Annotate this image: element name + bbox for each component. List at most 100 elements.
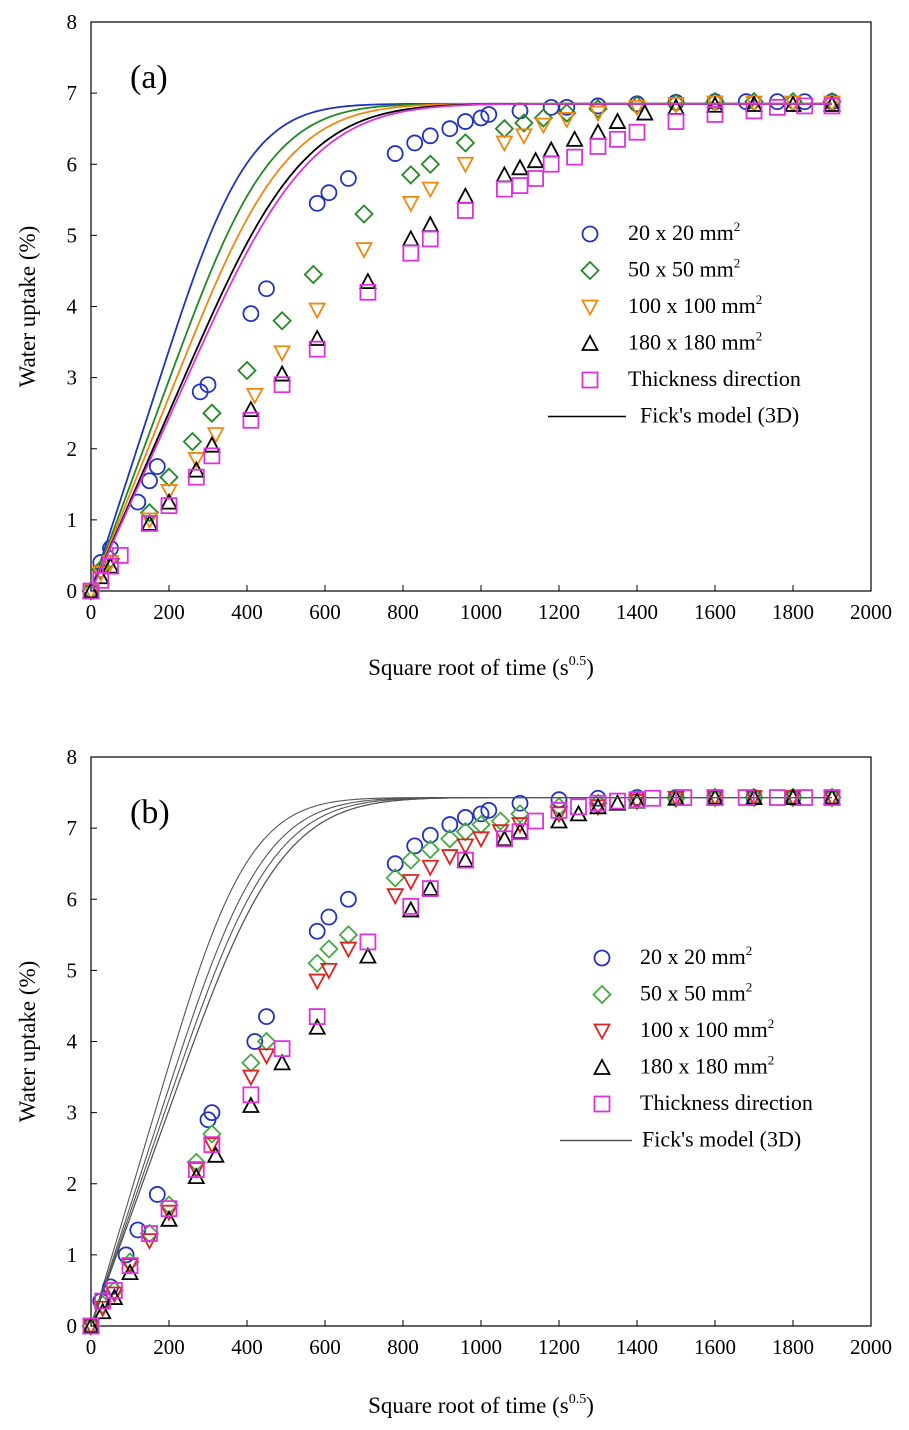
data-point (421, 859, 440, 877)
legend-label-text: Thickness direction (640, 1090, 813, 1115)
data-point (480, 106, 498, 123)
data-point (202, 1124, 222, 1144)
data-point (101, 556, 120, 574)
panel-label: (b) (130, 794, 170, 831)
data-point (471, 831, 491, 849)
y-tick-label: 4 (67, 295, 78, 319)
data-point (769, 98, 786, 116)
y-axis-label: Water uptake (%) (15, 226, 40, 388)
x-tick-label: 0 (86, 600, 97, 624)
data-point (139, 1223, 160, 1244)
data-point (139, 502, 160, 523)
legend-label: Thickness direction (640, 1090, 813, 1115)
data-point (307, 953, 327, 974)
series-4 (82, 97, 841, 600)
data-point (148, 458, 166, 475)
data-point (121, 1257, 139, 1274)
data-point (565, 129, 584, 147)
data-point (542, 155, 560, 173)
legend-label: 50 x 50 mm2 (628, 256, 740, 282)
data-point (588, 797, 608, 815)
data-point (706, 789, 724, 806)
data-point (549, 811, 569, 829)
data-point (557, 103, 577, 123)
legend-marker (581, 225, 599, 243)
legend-label-sup: 2 (746, 943, 753, 958)
data-point (117, 1246, 135, 1264)
data-point (203, 1136, 221, 1154)
data-point (242, 305, 260, 323)
data-point (386, 855, 404, 873)
data-point (495, 829, 514, 847)
y-tick-label: 0 (67, 579, 78, 603)
data-point (241, 400, 260, 418)
data-point (511, 794, 529, 812)
data-point (242, 411, 260, 429)
data-point (472, 805, 490, 823)
x-tick-label: 2000 (850, 1335, 892, 1359)
data-point (440, 849, 459, 866)
data-point (495, 165, 514, 183)
legend-label-text: 20 x 20 mm (640, 944, 746, 969)
y-tick-label: 5 (67, 958, 78, 982)
legend-label: 180 x 180 mm2 (628, 329, 762, 355)
data-point (140, 512, 159, 530)
legend-marker (581, 371, 599, 389)
x-tick-label: 400 (231, 1335, 263, 1359)
x-tick-label: 200 (153, 600, 185, 624)
legend-marker (580, 260, 600, 281)
data-point (558, 98, 576, 116)
data-point (120, 1258, 140, 1275)
data-point (456, 202, 474, 219)
data-point (823, 789, 841, 806)
data-point (550, 801, 568, 819)
y-tick-label: 4 (67, 1030, 78, 1054)
data-point (199, 376, 217, 394)
data-point (549, 806, 569, 824)
x-axis-label-end: ) (586, 1393, 594, 1418)
data-point (823, 97, 841, 115)
data-point (303, 264, 324, 285)
data-point (441, 816, 459, 833)
data-point (534, 117, 553, 135)
data-point (241, 1069, 260, 1087)
data-point (675, 789, 693, 806)
data-point (609, 792, 626, 810)
x-tick-label: 1600 (694, 600, 736, 624)
legend-label: 20 x 20 mm2 (628, 219, 740, 245)
x-tick-label: 1000 (460, 1335, 502, 1359)
y-tick-label: 0 (67, 1314, 78, 1338)
data-point (737, 789, 755, 806)
data-point (308, 194, 326, 212)
y-tick-label: 3 (67, 1101, 78, 1125)
data-point (160, 497, 178, 515)
data-point (203, 447, 221, 465)
data-point (339, 941, 358, 959)
data-point (308, 302, 327, 320)
data-point (93, 1302, 112, 1320)
panel-label: (a) (130, 59, 168, 96)
legend-label-text: 180 x 180 mm (628, 330, 756, 355)
data-point (182, 431, 203, 452)
data-point (245, 388, 264, 405)
data-point (421, 127, 439, 145)
y-tick-label: 6 (67, 887, 78, 911)
data-point (273, 345, 292, 363)
x-axis-label-text: Square root of time (s (368, 655, 569, 680)
data-point (455, 133, 476, 153)
legend-fit-label: Fick's model (3D) (640, 403, 799, 428)
data-point (386, 888, 405, 906)
data-point (456, 850, 475, 868)
data-point (420, 839, 441, 860)
data-point (141, 515, 158, 532)
legend-label-text: 50 x 50 mm (628, 257, 734, 282)
data-point (510, 822, 530, 840)
y-tick-label: 3 (67, 366, 78, 390)
legend-marker (592, 1058, 612, 1075)
data-point (456, 838, 475, 856)
chart-panel-b: 0 200 400 600 800 1000 1200 1400 1600 1800 2000 0 1 2… (15, 745, 892, 1418)
data-point (421, 879, 440, 896)
